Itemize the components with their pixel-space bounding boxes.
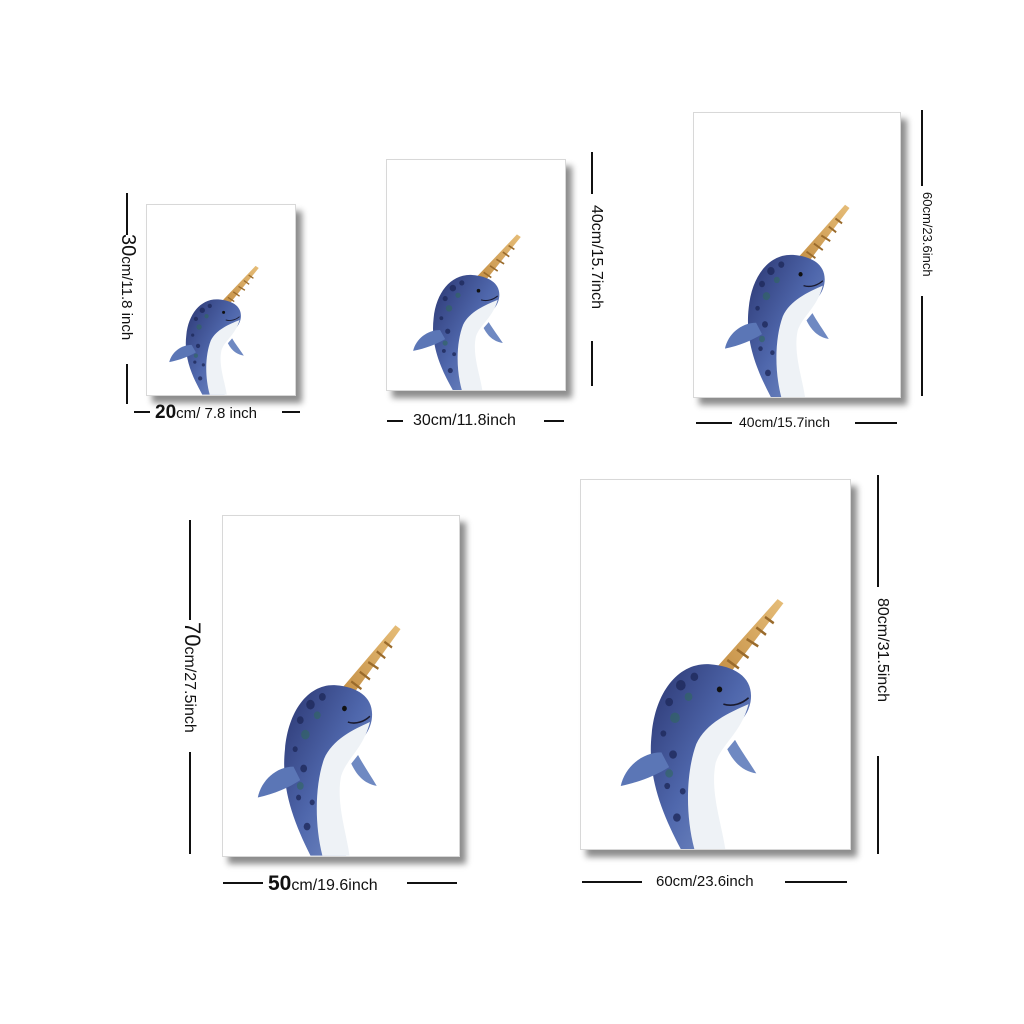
poster-40cm xyxy=(693,112,901,398)
height-line-top xyxy=(921,110,923,186)
height-line-bottom xyxy=(126,364,128,404)
height-label-50cm: 70cm/27.5inch xyxy=(180,622,205,733)
height-line-bottom xyxy=(921,296,923,396)
width-line-left xyxy=(223,882,263,884)
narwhal-artwork xyxy=(165,254,272,395)
height-label-30cm: 40cm/15.7inch xyxy=(588,205,605,310)
narwhal-artwork xyxy=(719,187,867,397)
poster-50cm xyxy=(222,515,460,857)
poster-20cm xyxy=(146,204,296,396)
height-line-bottom xyxy=(591,341,593,386)
width-unit: cm/19.6inch xyxy=(291,877,378,894)
height-label-60cm: 80cm/31.5inch xyxy=(874,598,891,703)
height-number: 30 xyxy=(117,234,139,257)
width-line-right xyxy=(544,420,564,422)
width-number: 50 xyxy=(268,872,292,895)
height-label-20cm: 30cm/11.8 inch xyxy=(117,234,139,341)
width-number: 20 xyxy=(155,402,177,423)
height-line-top xyxy=(189,520,191,620)
width-label-50cm: 50cm/19.6inch xyxy=(268,873,378,894)
width-unit: cm/ 7.8 inch xyxy=(176,405,258,422)
width-line-left xyxy=(387,420,403,422)
width-line-left xyxy=(134,411,150,413)
height-unit: cm/11.8 inch xyxy=(118,256,135,341)
narwhal-artwork xyxy=(251,604,421,856)
width-line-left xyxy=(582,881,642,883)
height-line-top xyxy=(126,193,128,235)
narwhal-artwork xyxy=(613,576,807,849)
width-line-right xyxy=(855,422,897,424)
width-label-60cm: 60cm/23.6inch xyxy=(656,873,754,890)
poster-60cm xyxy=(580,479,851,850)
height-line-top xyxy=(877,475,879,587)
height-line-top xyxy=(591,152,593,194)
height-label-40cm: 60cm/23.6inch xyxy=(920,192,935,277)
width-label-40cm: 40cm/15.7inch xyxy=(739,414,831,430)
width-line-right xyxy=(282,411,300,413)
narwhal-artwork xyxy=(408,220,536,390)
height-line-bottom xyxy=(189,752,191,854)
width-line-left xyxy=(696,422,732,424)
height-unit: cm/27.5inch xyxy=(181,646,198,733)
poster-30cm xyxy=(386,159,566,391)
width-line-right xyxy=(407,882,457,884)
height-line-bottom xyxy=(877,756,879,854)
width-label-30cm: 30cm/11.8inch xyxy=(413,412,516,429)
height-number: 70 xyxy=(180,622,205,647)
width-label-20cm: 20cm/ 7.8 inch xyxy=(155,403,257,422)
width-line-right xyxy=(785,881,847,883)
